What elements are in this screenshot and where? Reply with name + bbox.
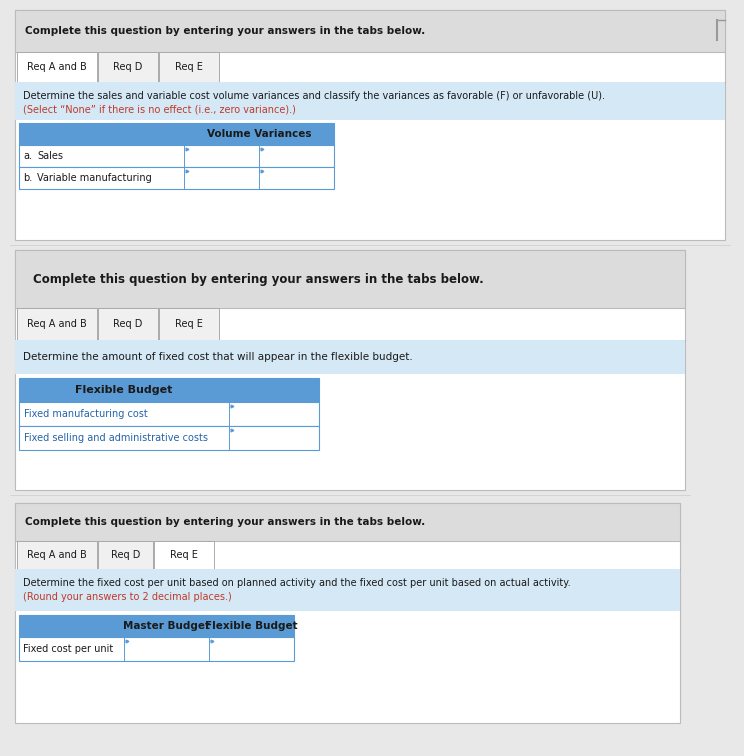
- FancyBboxPatch shape: [15, 250, 685, 308]
- Text: Req D: Req D: [113, 319, 143, 329]
- Text: Complete this question by entering your answers in the tabs below.: Complete this question by entering your …: [33, 272, 484, 286]
- FancyBboxPatch shape: [154, 541, 214, 569]
- Text: Req E: Req E: [175, 62, 203, 72]
- FancyBboxPatch shape: [17, 52, 97, 82]
- Text: Determine the sales and variable cost volume variances and classify the variance: Determine the sales and variable cost vo…: [23, 91, 605, 101]
- Text: Req A and B: Req A and B: [27, 550, 87, 560]
- Text: Req E: Req E: [170, 550, 198, 560]
- Text: Fixed manufacturing cost: Fixed manufacturing cost: [24, 409, 148, 419]
- FancyBboxPatch shape: [19, 167, 334, 189]
- FancyBboxPatch shape: [98, 541, 153, 569]
- Text: Req A and B: Req A and B: [27, 62, 87, 72]
- Text: Flexible Budget: Flexible Budget: [75, 385, 173, 395]
- Text: Req A and B: Req A and B: [27, 319, 87, 329]
- Text: Flexible Budget: Flexible Budget: [205, 621, 298, 631]
- FancyBboxPatch shape: [19, 378, 319, 402]
- FancyBboxPatch shape: [17, 308, 97, 340]
- FancyBboxPatch shape: [98, 308, 158, 340]
- FancyBboxPatch shape: [15, 569, 680, 611]
- Text: Complete this question by entering your answers in the tabs below.: Complete this question by entering your …: [25, 517, 426, 527]
- Text: (Round your answers to 2 decimal places.): (Round your answers to 2 decimal places.…: [23, 592, 231, 602]
- FancyBboxPatch shape: [19, 145, 334, 167]
- FancyBboxPatch shape: [15, 10, 725, 240]
- FancyBboxPatch shape: [15, 503, 680, 541]
- Text: Sales: Sales: [37, 151, 63, 161]
- Text: b.: b.: [23, 173, 32, 183]
- Text: (Select “None” if there is no effect (i.e., zero variance).): (Select “None” if there is no effect (i.…: [23, 104, 296, 114]
- FancyBboxPatch shape: [98, 52, 158, 82]
- Text: Req D: Req D: [111, 550, 140, 560]
- FancyBboxPatch shape: [15, 250, 685, 490]
- FancyBboxPatch shape: [159, 52, 219, 82]
- Text: Volume Variances: Volume Variances: [207, 129, 311, 139]
- Text: Determine the fixed cost per unit based on planned activity and the fixed cost p: Determine the fixed cost per unit based …: [23, 578, 571, 588]
- Text: Complete this question by entering your answers in the tabs below.: Complete this question by entering your …: [25, 26, 426, 36]
- Text: Master Budget: Master Budget: [123, 621, 210, 631]
- Text: a.: a.: [23, 151, 32, 161]
- Text: Determine the amount of fixed cost that will appear in the flexible budget.: Determine the amount of fixed cost that …: [23, 352, 413, 362]
- Text: Fixed selling and administrative costs: Fixed selling and administrative costs: [24, 433, 208, 443]
- FancyBboxPatch shape: [19, 123, 334, 145]
- FancyBboxPatch shape: [19, 615, 294, 637]
- FancyBboxPatch shape: [15, 82, 725, 120]
- FancyBboxPatch shape: [19, 637, 294, 661]
- Text: Variable manufacturing: Variable manufacturing: [37, 173, 152, 183]
- FancyBboxPatch shape: [15, 10, 725, 52]
- Text: Req D: Req D: [113, 62, 143, 72]
- FancyBboxPatch shape: [17, 541, 97, 569]
- Text: Fixed cost per unit: Fixed cost per unit: [23, 644, 113, 654]
- FancyBboxPatch shape: [159, 308, 219, 340]
- Text: Req E: Req E: [175, 319, 203, 329]
- FancyBboxPatch shape: [15, 503, 680, 723]
- FancyBboxPatch shape: [19, 402, 319, 426]
- FancyBboxPatch shape: [19, 426, 319, 450]
- FancyBboxPatch shape: [15, 340, 685, 374]
